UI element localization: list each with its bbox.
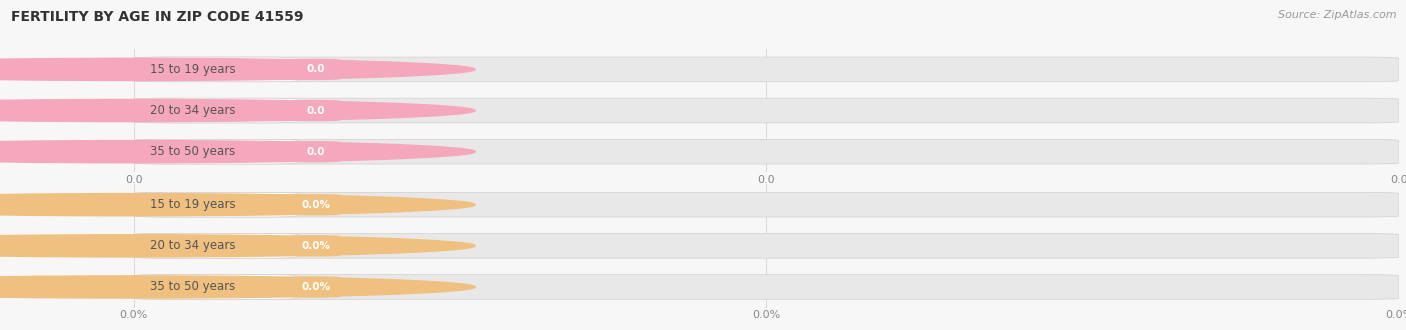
FancyBboxPatch shape <box>134 275 1399 299</box>
FancyBboxPatch shape <box>292 235 340 256</box>
Text: 15 to 19 years: 15 to 19 years <box>150 198 236 211</box>
Text: 0.0%: 0.0% <box>301 241 330 251</box>
Text: 15 to 19 years: 15 to 19 years <box>150 63 236 76</box>
Circle shape <box>0 194 475 216</box>
Text: 0.0%: 0.0% <box>301 200 330 210</box>
FancyBboxPatch shape <box>134 275 298 299</box>
FancyBboxPatch shape <box>134 234 298 258</box>
FancyBboxPatch shape <box>292 194 340 215</box>
FancyBboxPatch shape <box>292 100 340 121</box>
Text: 35 to 50 years: 35 to 50 years <box>150 145 235 158</box>
Circle shape <box>0 235 475 257</box>
FancyBboxPatch shape <box>134 98 298 123</box>
Text: 20 to 34 years: 20 to 34 years <box>150 239 236 252</box>
Text: 0.0: 0.0 <box>307 147 325 157</box>
FancyBboxPatch shape <box>134 192 1399 217</box>
Circle shape <box>0 58 475 81</box>
FancyBboxPatch shape <box>134 139 298 164</box>
FancyBboxPatch shape <box>134 192 298 217</box>
Text: 0.0: 0.0 <box>307 106 325 116</box>
Text: 35 to 50 years: 35 to 50 years <box>150 280 235 293</box>
Circle shape <box>0 276 475 298</box>
FancyBboxPatch shape <box>134 234 1399 258</box>
Circle shape <box>0 99 475 122</box>
Circle shape <box>0 141 475 163</box>
Text: 0.0: 0.0 <box>307 64 325 74</box>
FancyBboxPatch shape <box>134 57 1399 82</box>
Text: 20 to 34 years: 20 to 34 years <box>150 104 236 117</box>
FancyBboxPatch shape <box>134 57 298 82</box>
FancyBboxPatch shape <box>134 98 1399 123</box>
Text: FERTILITY BY AGE IN ZIP CODE 41559: FERTILITY BY AGE IN ZIP CODE 41559 <box>11 10 304 24</box>
FancyBboxPatch shape <box>292 59 340 80</box>
Text: 0.0%: 0.0% <box>301 282 330 292</box>
FancyBboxPatch shape <box>292 276 340 298</box>
Text: Source: ZipAtlas.com: Source: ZipAtlas.com <box>1278 10 1396 20</box>
FancyBboxPatch shape <box>134 139 1399 164</box>
FancyBboxPatch shape <box>292 141 340 162</box>
